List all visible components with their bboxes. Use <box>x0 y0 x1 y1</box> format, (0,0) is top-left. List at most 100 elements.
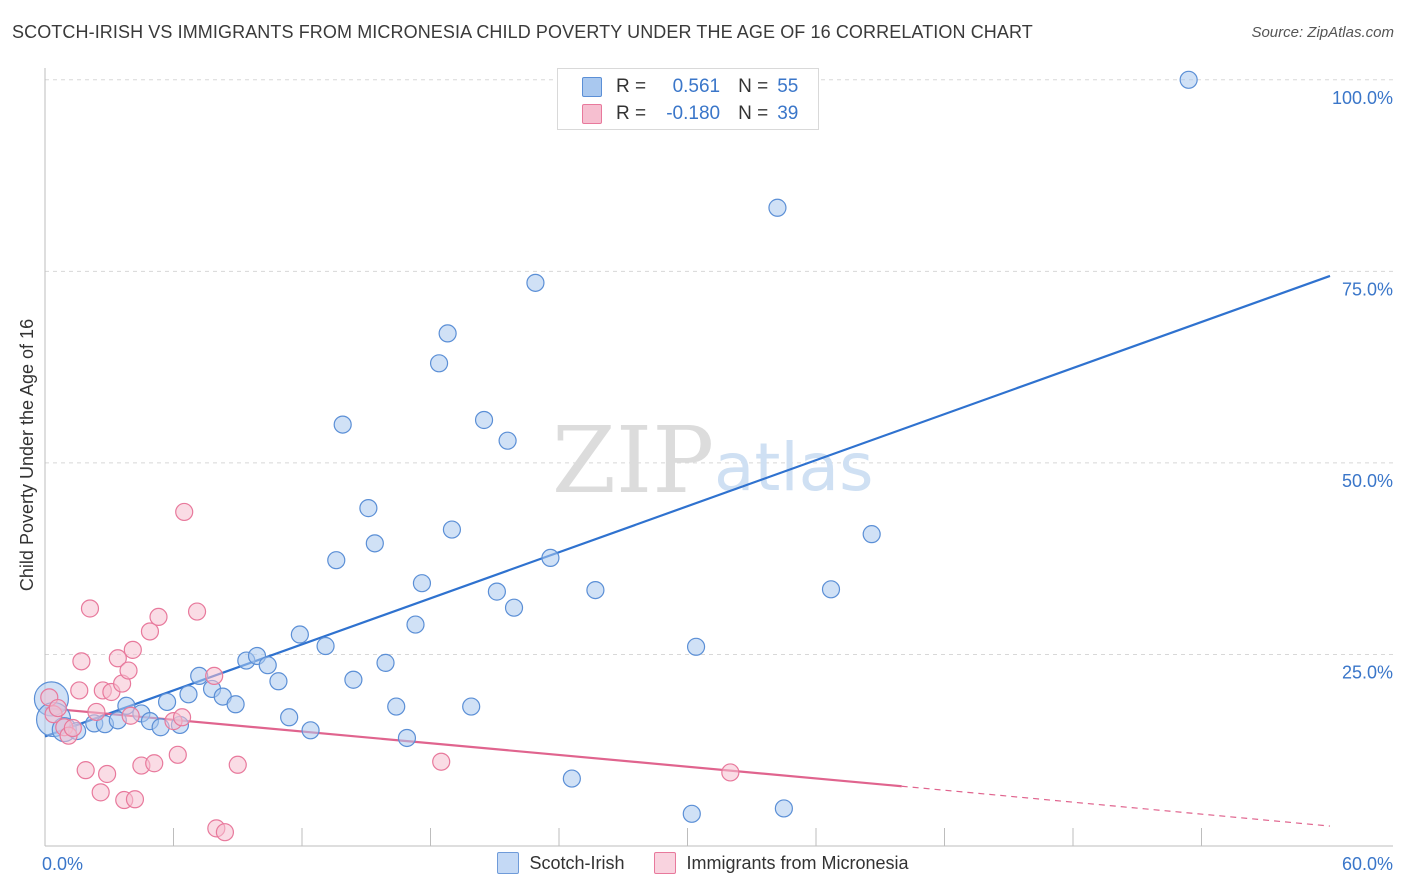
point-scotch-irish <box>316 636 335 656</box>
legend-label-scotch-irish: Scotch-Irish <box>529 852 625 873</box>
source-credit: Source: ZipAtlas.com <box>1251 24 1394 41</box>
legend-r-value: 0.561 <box>672 76 721 97</box>
point-micronesia <box>121 706 140 725</box>
point-scotch-irish <box>821 580 841 599</box>
legend-row-scotch-irish: R = 0.561 N = 55 <box>582 75 798 99</box>
point-scotch-irish <box>258 656 277 675</box>
x-tick-label: 60.0% <box>1342 854 1393 874</box>
point-scotch-irish <box>504 598 524 617</box>
series-legend: Scotch-Irish Immigrants from Micronesia <box>0 852 1406 874</box>
point-scotch-irish <box>290 625 309 644</box>
point-micronesia <box>168 745 187 764</box>
point-scotch-irish <box>280 708 299 727</box>
point-scotch-irish <box>768 198 787 217</box>
y-tick-label: 50.0% <box>1342 471 1393 491</box>
gridlines <box>45 79 1393 655</box>
point-scotch-irish <box>462 697 481 716</box>
point-micronesia <box>187 602 207 621</box>
legend-item-micronesia: Immigrants from Micronesia <box>654 852 909 874</box>
correlation-legend: R = 0.561 N = 55 R = -0.180 N = 39 <box>557 68 819 130</box>
y-tick-label: 25.0% <box>1342 662 1393 682</box>
point-scotch-irish <box>333 415 352 434</box>
point-scotch-irish <box>686 637 706 656</box>
legend-swatch-pink <box>582 104 602 124</box>
legend-swatch-pink <box>654 852 677 874</box>
point-scotch-irish <box>301 721 320 740</box>
point-micronesia <box>91 783 110 802</box>
point-scotch-irish <box>269 672 288 691</box>
point-micronesia <box>123 640 142 659</box>
point-scotch-irish <box>387 697 406 716</box>
point-micronesia <box>80 599 100 618</box>
point-scotch-irish <box>774 799 793 818</box>
point-micronesia <box>172 708 192 727</box>
legend-swatch-blue <box>497 852 520 874</box>
point-scotch-irish <box>359 499 378 518</box>
y-tick-label: 100.0% <box>1332 88 1393 108</box>
point-micronesia <box>432 752 451 771</box>
point-scotch-irish <box>438 324 457 343</box>
point-micronesia <box>228 755 247 774</box>
y-axis-label: Child Poverty Under the Age of 16 <box>17 319 37 591</box>
trend-lines <box>44 274 1331 827</box>
data-points <box>33 70 1198 842</box>
point-scotch-irish <box>1179 70 1198 89</box>
chart-title: SCOTCH-IRISH VS IMMIGRANTS FROM MICRONES… <box>12 22 1033 42</box>
legend-r-label: R = <box>616 103 647 124</box>
point-micronesia <box>108 649 127 668</box>
point-scotch-irish <box>498 431 517 450</box>
point-scotch-irish <box>474 410 494 430</box>
point-scotch-irish <box>541 548 560 568</box>
point-micronesia <box>140 622 160 641</box>
legend-item-scotch-irish: Scotch-Irish <box>497 852 624 874</box>
point-micronesia <box>70 681 89 700</box>
point-scotch-irish <box>344 670 363 689</box>
point-scotch-irish <box>487 582 506 601</box>
point-micronesia <box>72 652 91 671</box>
point-micronesia <box>205 666 224 686</box>
point-micronesia <box>48 698 67 718</box>
legend-n-value: 55 <box>777 76 799 97</box>
legend-n-label: N = <box>738 103 769 124</box>
point-micronesia <box>125 790 145 809</box>
watermark-zip: ZIP <box>552 407 714 514</box>
point-scotch-irish <box>429 354 449 373</box>
point-scotch-irish <box>179 685 198 704</box>
point-scotch-irish <box>586 580 605 600</box>
point-scotch-irish <box>526 273 545 292</box>
legend-swatch-blue <box>582 77 602 97</box>
y-tick-label: 75.0% <box>1342 279 1393 299</box>
point-scotch-irish <box>365 534 384 553</box>
trend-line-micronesia-extension <box>901 785 1331 827</box>
point-scotch-irish <box>406 615 425 634</box>
point-micronesia <box>145 754 164 773</box>
point-micronesia <box>119 661 138 680</box>
point-micronesia <box>98 764 117 784</box>
legend-n-label: N = <box>738 76 769 97</box>
point-micronesia <box>87 702 106 722</box>
trend-line-scotch-irish <box>44 274 1331 738</box>
point-micronesia <box>215 823 234 842</box>
point-micronesia <box>63 718 82 738</box>
point-scotch-irish <box>862 525 881 544</box>
legend-n-value: 39 <box>777 103 799 124</box>
point-micronesia <box>149 607 168 627</box>
tick-labels: 25.0% 50.0% 75.0% 100.0% 0.0% 60.0% <box>42 88 1393 874</box>
point-scotch-irish <box>442 520 462 539</box>
x-tick-label: 0.0% <box>42 854 83 874</box>
point-micronesia <box>721 763 740 782</box>
point-scotch-irish <box>157 692 177 712</box>
point-micronesia <box>76 761 95 780</box>
point-scotch-irish <box>327 551 346 570</box>
legend-row-micronesia: R = -0.180 N = 39 <box>582 102 798 126</box>
point-scotch-irish <box>682 804 701 823</box>
legend-r-value: -0.180 <box>666 103 721 124</box>
point-scotch-irish <box>562 769 581 788</box>
point-scotch-irish <box>376 653 395 672</box>
point-scotch-irish <box>226 695 245 714</box>
legend-label-micronesia: Immigrants from Micronesia <box>686 852 909 873</box>
point-scotch-irish <box>397 728 417 748</box>
point-micronesia <box>175 502 194 522</box>
legend-r-label: R = <box>616 76 647 97</box>
